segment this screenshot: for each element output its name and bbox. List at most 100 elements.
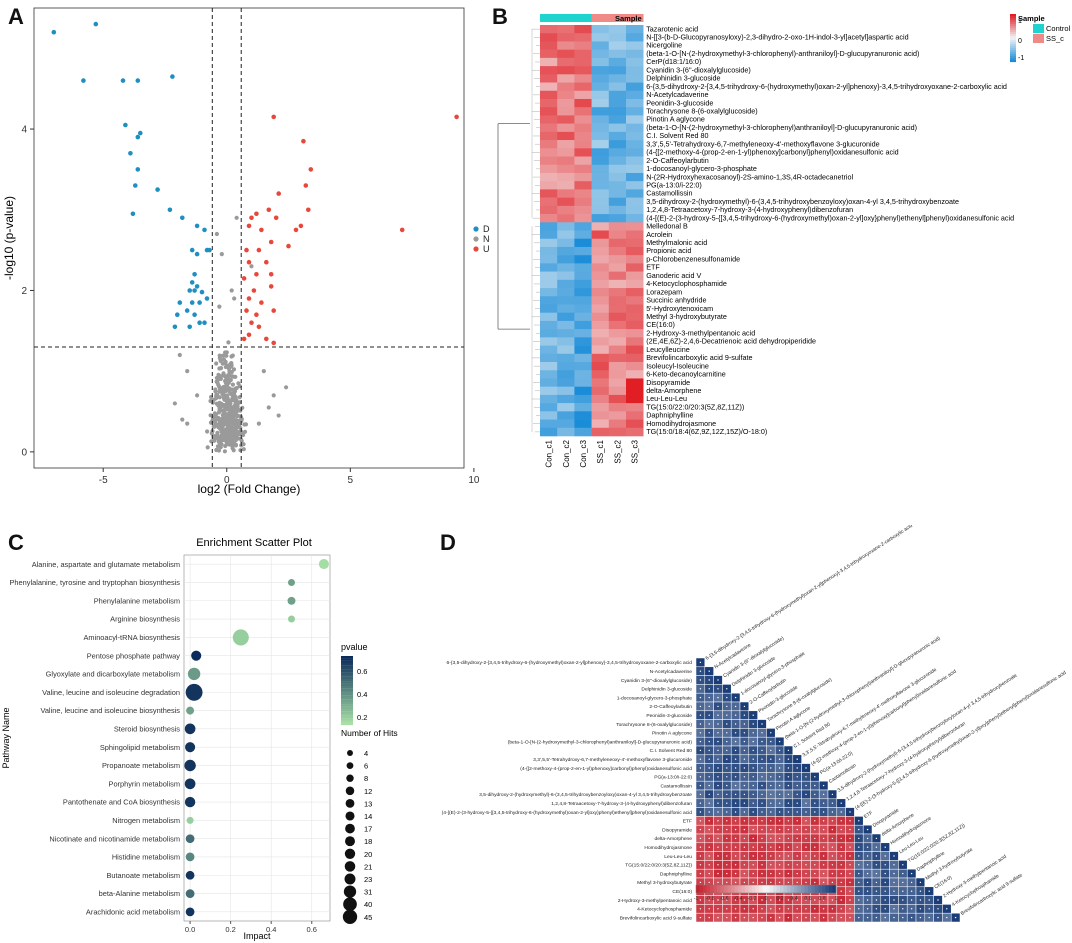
panel-label-c: C bbox=[8, 530, 24, 555]
correlation-cell-dot bbox=[734, 881, 737, 884]
enrichment-pathway-label: Arginine biosynthesis bbox=[110, 615, 180, 624]
volcano-point-up bbox=[246, 332, 252, 338]
correlation-cell-dot bbox=[734, 793, 737, 796]
correlation-colorbar-step bbox=[825, 885, 830, 893]
heatmap-cell bbox=[574, 238, 592, 248]
correlation-cell-dot bbox=[858, 872, 860, 875]
correlation-colorbar-label: 0 bbox=[765, 896, 768, 902]
correlation-cell-dot bbox=[726, 881, 728, 884]
heatmap-cell bbox=[626, 131, 644, 141]
correlation-cell-dot bbox=[734, 837, 737, 840]
pvalue-colorbar-step bbox=[341, 692, 353, 696]
volcano-point-not bbox=[217, 366, 222, 371]
correlation-cell-dot bbox=[761, 749, 763, 752]
correlation-cell-dot bbox=[778, 820, 781, 822]
correlation-cell-dot bbox=[875, 899, 878, 901]
correlation-cell-dot bbox=[840, 908, 842, 910]
pvalue-colorbar-step bbox=[341, 667, 353, 670]
heatmap-cell bbox=[591, 246, 610, 256]
heatmap-cell bbox=[591, 82, 610, 92]
heatmap-cell bbox=[574, 74, 592, 83]
heatmap-colorbar-step bbox=[1010, 46, 1016, 49]
volcano-point-not bbox=[242, 429, 248, 434]
correlation-cell-dot bbox=[726, 732, 728, 734]
heatmap-cell bbox=[557, 427, 575, 437]
heatmap-cell bbox=[557, 362, 575, 371]
correlation-cell-dot bbox=[928, 899, 930, 901]
correlation-cell-dot bbox=[717, 908, 719, 910]
heatmap-cell bbox=[591, 140, 610, 149]
correlation-cell-dot bbox=[717, 864, 719, 866]
correlation-cell-dot bbox=[858, 916, 860, 919]
heatmap-cell bbox=[591, 403, 610, 412]
volcano-point-not bbox=[205, 429, 210, 434]
volcano-point-up bbox=[399, 227, 405, 233]
heatmap-cell bbox=[540, 82, 558, 92]
volcano-point-not bbox=[271, 393, 276, 398]
heatmap-cell bbox=[608, 419, 627, 429]
heatmap-row-label: 1,2,4,8-Tetraacetoxy-7-hydroxy-3-(4-hydr… bbox=[646, 205, 853, 214]
correlation-cell-dot bbox=[770, 784, 772, 787]
heatmap-cell bbox=[591, 288, 610, 297]
heatmap-cell bbox=[540, 164, 558, 174]
heatmap-cell bbox=[591, 90, 610, 100]
correlation-cell-dot bbox=[717, 828, 719, 831]
heatmap-cell bbox=[626, 57, 644, 67]
heatmap-cell bbox=[574, 214, 592, 223]
heatmap-cell bbox=[540, 230, 558, 240]
heatmap-legend-swatch bbox=[1033, 34, 1044, 43]
correlation-cell-dot bbox=[866, 864, 869, 866]
heatmap-cell bbox=[591, 386, 610, 396]
heatmap-cell bbox=[608, 115, 627, 124]
heatmap-cell bbox=[540, 288, 558, 297]
heatmap-cell bbox=[591, 222, 610, 231]
correlation-cell-dot bbox=[770, 802, 772, 804]
heatmap-cell bbox=[626, 214, 644, 223]
correlation-cell-dot bbox=[902, 864, 904, 866]
pvalue-colorbar-step bbox=[341, 704, 353, 707]
volcano-point-down bbox=[202, 320, 207, 326]
volcano-point-not bbox=[177, 352, 182, 358]
panel-label-a: A bbox=[8, 4, 24, 29]
hits-legend-label: 6 bbox=[364, 762, 368, 771]
heatmap-cell bbox=[557, 205, 575, 215]
heatmap-row-label: Torachrysone 8-(6-oxalylglucoside) bbox=[646, 107, 757, 116]
correlation-colorbar-label: -0.6 bbox=[720, 896, 729, 902]
volcano-point-not bbox=[215, 434, 220, 439]
correlation-cell-dot bbox=[884, 855, 886, 857]
correlation-cell-dot bbox=[752, 776, 754, 778]
correlation-cell-dot bbox=[831, 820, 834, 822]
correlation-cell-dot bbox=[743, 820, 746, 822]
heatmap-cell bbox=[591, 115, 610, 124]
enrichment-legend: pvalue Number of Hits 0.6 0.4 0.2 4 6 8 12 13 14… bbox=[341, 642, 398, 924]
correlation-cell-dot bbox=[708, 820, 710, 822]
panel-label-b: B bbox=[492, 4, 508, 29]
heatmap-cell bbox=[557, 82, 575, 92]
enrichment-pathway-label: Porphyrin metabolism bbox=[109, 779, 180, 788]
correlation-cell-dot bbox=[796, 758, 798, 760]
volcano-point-down bbox=[51, 29, 57, 35]
heatmap-cell bbox=[574, 189, 592, 198]
volcano-point-down bbox=[175, 312, 180, 318]
heatmap-colorbar-step bbox=[1010, 58, 1016, 61]
heatmap-cell bbox=[591, 214, 610, 223]
correlation-cell-dot bbox=[761, 872, 763, 875]
heatmap-cell bbox=[608, 25, 627, 34]
heatmap-cell bbox=[540, 304, 558, 313]
volcano-point-not bbox=[256, 421, 261, 426]
correlation-cell-dot bbox=[787, 828, 790, 831]
heatmap-cell bbox=[557, 98, 575, 108]
heatmap-cell bbox=[626, 98, 644, 108]
correlation-cell-dot bbox=[849, 864, 851, 866]
heatmap-cell bbox=[591, 263, 610, 272]
correlation-cell-dot bbox=[893, 855, 895, 857]
correlation-colorbar-step bbox=[724, 885, 728, 893]
volcano-y-tick-label: 4 bbox=[21, 125, 27, 136]
heatmap-row-labels: Tazarotenic acidN-[[3-(b-D-Glucopyranosy… bbox=[646, 24, 1014, 436]
correlation-cell-dot bbox=[778, 758, 781, 760]
heatmap-cell bbox=[591, 230, 610, 240]
enrichment-x-tick-label: 0.2 bbox=[225, 925, 235, 934]
correlation-cell-dot bbox=[866, 846, 869, 848]
heatmap-annotation-cell bbox=[540, 14, 558, 22]
correlation-cell-dot bbox=[743, 899, 746, 901]
